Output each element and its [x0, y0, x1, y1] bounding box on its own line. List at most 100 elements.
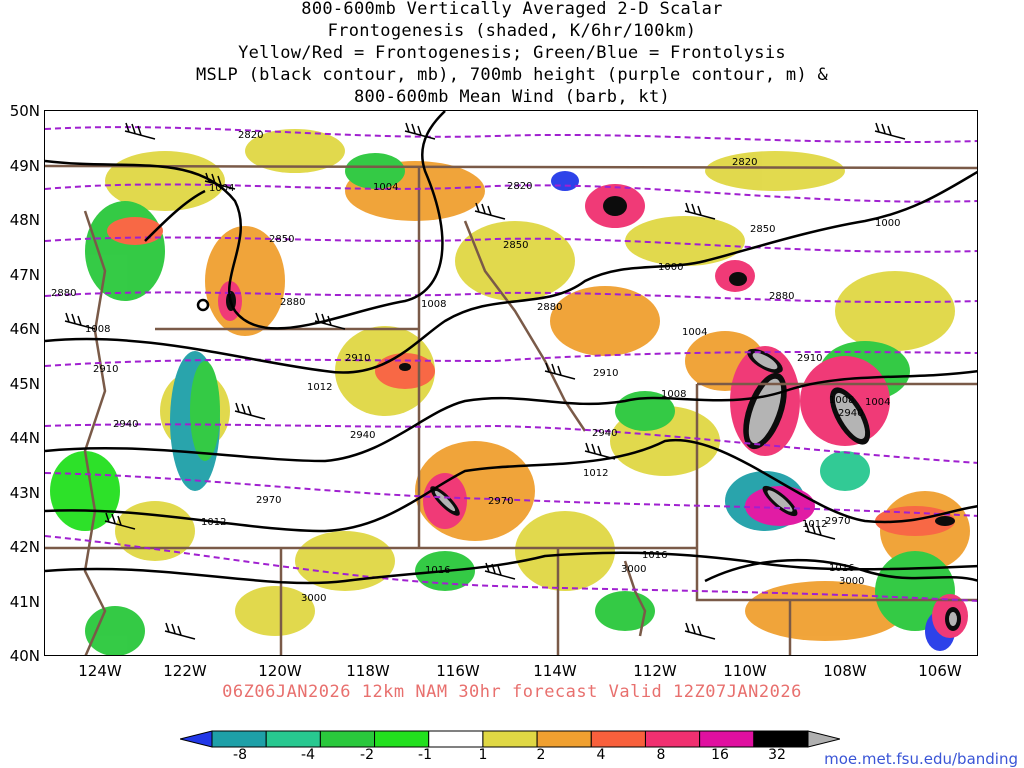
lat-label-42n: 42N	[9, 538, 40, 556]
height-label: 2910	[93, 364, 118, 375]
mslp-label: 1012	[201, 517, 226, 528]
colorbar-label: 32	[768, 747, 786, 763]
height-label: 2940	[350, 430, 375, 441]
colorbar-swatch	[590, 730, 646, 748]
colorbar-swatch	[180, 730, 213, 748]
mslp-contours	[45, 111, 977, 585]
lat-label-45n: 45N	[9, 375, 40, 393]
height-label: 2970	[256, 495, 281, 506]
title-line-5: 800-600mb Mean Wind (barb, kt)	[353, 87, 671, 107]
frontogenesis-shading	[50, 129, 970, 655]
height-label: 2940	[838, 408, 863, 419]
colorbar-label: 1	[478, 747, 488, 763]
lat-label-49n: 49N	[9, 157, 40, 175]
colorbar-swatch	[428, 730, 484, 748]
lon-label-118w: 118W	[346, 662, 390, 680]
mslp-label: 1004	[209, 183, 234, 194]
colorbar-swatch	[807, 730, 840, 748]
mslp-label: 1012	[802, 519, 827, 530]
mslp-label: 1004	[373, 182, 398, 193]
height-label: 2970	[825, 516, 850, 527]
height-label: 2850	[269, 234, 294, 245]
mslp-label: 1016	[65, 303, 90, 314]
frontogenesis-map: 2820 2820 2820 2850 2850 2850 2880 2880 …	[45, 111, 977, 655]
colorbar-swatch	[211, 730, 267, 748]
wind-barbs	[64, 122, 906, 640]
height-label: 3000	[839, 576, 864, 587]
colorbar-label: 16	[711, 747, 729, 763]
height-label: 2970	[488, 496, 513, 507]
lat-label-43n: 43N	[9, 484, 40, 502]
lat-label-46n: 46N	[9, 320, 40, 338]
colorbar-swatch	[265, 730, 321, 748]
mslp-label: 1008	[661, 389, 686, 400]
height-label: 2940	[592, 428, 617, 439]
height-label: 2820	[507, 181, 532, 192]
lat-label-41n: 41N	[9, 593, 40, 611]
lon-label-108w: 108W	[823, 662, 867, 680]
height-label: 2910	[797, 353, 822, 364]
colorbar-label: 2	[536, 747, 546, 763]
lon-label-116w: 116W	[436, 662, 480, 680]
lat-label-40n: 40N	[9, 647, 40, 665]
colorbar-label: -2	[360, 747, 374, 763]
colorbar-label: 8	[656, 747, 666, 763]
lon-label-120w: 120W	[258, 662, 302, 680]
lon-label-106w: 106W	[918, 662, 962, 680]
forecast-valid-text: 06Z06JAN2026 12km NAM 30hr forecast Vali…	[222, 682, 802, 702]
colorbar-swatch	[482, 730, 538, 748]
mslp-label: 1008	[829, 395, 854, 406]
contour-labels: 2820 2820 2820 2850 2850 2850 2880 2880 …	[51, 130, 900, 604]
lon-label-110w: 110W	[723, 662, 767, 680]
colorbar-swatch	[319, 730, 376, 748]
title-line-3: Yellow/Red = Frontogenesis; Green/Blue =…	[238, 43, 786, 63]
colorbar-swatch	[374, 730, 430, 748]
colorbar	[180, 730, 840, 748]
colorbar-swatch	[753, 730, 809, 748]
mslp-label: 1004	[682, 327, 707, 338]
colorbar-label: -4	[301, 747, 315, 763]
colorbar-label: -1	[418, 747, 432, 763]
colorbar-label: -8	[233, 747, 247, 763]
height-label: 2850	[750, 224, 775, 235]
lon-label-122w: 122W	[163, 662, 207, 680]
mslp-label: 1012	[583, 468, 608, 479]
lat-label-44n: 44N	[9, 429, 40, 447]
lat-label-47n: 47N	[9, 266, 40, 284]
political-borders	[45, 164, 977, 655]
height-label: 2910	[345, 353, 370, 364]
map-panel: 2820 2820 2820 2850 2850 2850 2880 2880 …	[44, 110, 978, 656]
lat-label-50n: 50N	[9, 102, 40, 120]
mslp-label: 1012	[307, 382, 332, 393]
mslp-label: 1016	[642, 550, 667, 561]
height-label: 2880	[51, 288, 76, 299]
credit-url: moe.met.fsu.edu/banding	[824, 750, 1018, 768]
lon-label-112w: 112W	[633, 662, 677, 680]
mslp-label: 1016	[829, 563, 854, 574]
title-line-1: 800-600mb Vertically Averaged 2-D Scalar	[301, 0, 723, 19]
lon-label-114w: 114W	[533, 662, 577, 680]
mslp-label: 1000	[875, 218, 900, 229]
height-label: 3000	[301, 593, 326, 604]
height-label: 2880	[280, 297, 305, 308]
height-contours	[45, 126, 977, 602]
title-line-4: MSLP (black contour, mb), 700mb height (…	[195, 65, 829, 85]
height-label: 2940	[113, 419, 138, 430]
colorbar-swatch	[644, 730, 701, 748]
height-label: 2880	[769, 291, 794, 302]
height-label: 3000	[621, 564, 646, 575]
lon-label-124w: 124W	[78, 662, 122, 680]
title-line-2: Frontogenesis (shaded, K/6hr/100km)	[327, 21, 697, 41]
mslp-label: 1008	[85, 324, 110, 335]
lat-label-48n: 48N	[9, 211, 40, 229]
height-label: 2820	[238, 130, 263, 141]
mslp-label: 1000	[658, 262, 683, 273]
colorbar-swatch	[536, 730, 592, 748]
mslp-label: 1016	[425, 565, 450, 576]
colorbar-swatch	[699, 730, 755, 748]
height-label: 2910	[593, 368, 618, 379]
mslp-label: 1004	[865, 397, 890, 408]
mslp-label: 1008	[421, 299, 446, 310]
height-label: 2820	[732, 157, 757, 168]
height-label: 2880	[537, 302, 562, 313]
